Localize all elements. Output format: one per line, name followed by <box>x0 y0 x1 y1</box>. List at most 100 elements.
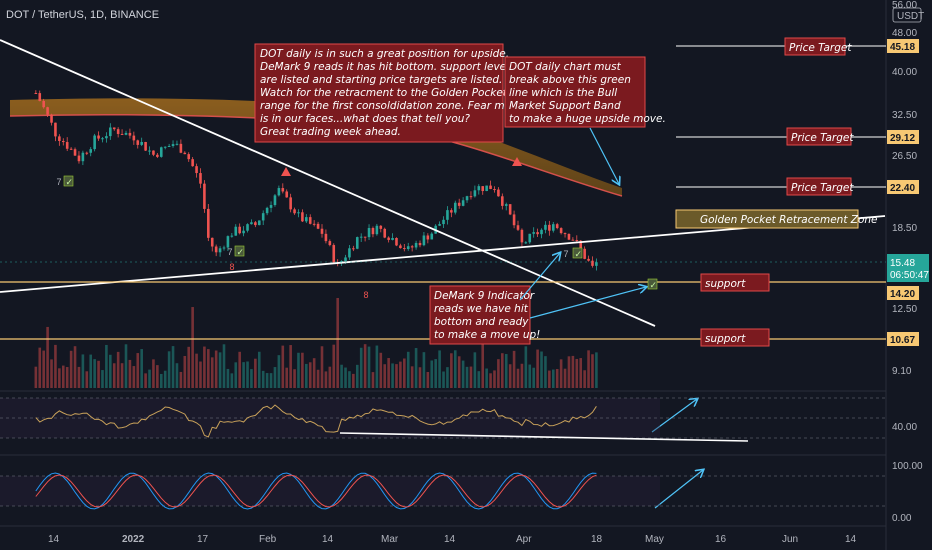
volume-bar <box>387 358 390 388</box>
candle-body <box>344 257 347 262</box>
candle-body <box>504 204 508 206</box>
axis-value-tag: 29.12 <box>887 130 919 144</box>
volume-bar <box>58 368 61 388</box>
volume-bar <box>159 373 163 388</box>
volume-bar <box>105 344 108 388</box>
volume-bar <box>324 371 328 388</box>
volume-bar <box>548 370 551 388</box>
volume-bar <box>320 346 324 388</box>
volume-bar <box>124 344 128 388</box>
support-tag[interactable]: support <box>700 328 770 347</box>
candle-body <box>81 152 85 162</box>
axis-value-tag: 45.18 <box>887 39 919 53</box>
main-analysis-note[interactable]: DOT daily is in such a great position fo… <box>254 43 527 143</box>
volume-bar <box>591 354 594 388</box>
candle-body <box>430 233 434 240</box>
x-tick-label: Feb <box>259 534 277 545</box>
candle-body <box>183 152 187 155</box>
svg-text:45.18: 45.18 <box>890 42 915 53</box>
volume-bar <box>277 355 281 388</box>
demark-note[interactable]: DeMark 9 Indicator reads we have hit bot… <box>429 285 540 345</box>
volume-bar <box>234 362 238 388</box>
volume-bar <box>89 354 93 388</box>
candle-body <box>230 235 234 237</box>
stoch-rsi-pane[interactable] <box>0 472 886 510</box>
demark-count-label: ✓ <box>650 280 658 290</box>
volume-bar <box>473 352 477 388</box>
golden-pocket-zone[interactable] <box>675 209 859 229</box>
price-axis[interactable]: 48.00 40.00 32.50 26.50 18.50 12.50 9.10… <box>892 28 923 524</box>
candle-body <box>363 236 367 238</box>
volume-bar <box>77 366 81 388</box>
volume-bar <box>254 358 257 388</box>
candle-body <box>406 246 410 250</box>
candle-body <box>257 220 261 226</box>
svg-text:06:50:47: 06:50:47 <box>890 270 929 281</box>
volume-bar <box>230 373 234 388</box>
volume-bar <box>567 356 571 388</box>
x-tick-label: 14 <box>322 534 334 545</box>
volume-bar <box>559 359 563 388</box>
volume-bar <box>152 359 155 388</box>
volume-bar <box>195 353 198 388</box>
volume-bar <box>109 354 112 388</box>
candle-body <box>497 189 500 197</box>
volume-bar <box>116 351 120 388</box>
candle-body <box>285 191 289 198</box>
candle-body <box>305 217 308 222</box>
volume-bar <box>477 371 481 388</box>
candle-body <box>289 197 292 210</box>
candle-body <box>116 129 120 134</box>
candle-body <box>450 210 453 213</box>
volume-bar <box>422 352 426 388</box>
y-tick-label: 26.50 <box>892 151 917 162</box>
candle-body <box>254 222 257 226</box>
candle-body <box>297 212 300 214</box>
price-target-tag[interactable]: Price Target <box>786 177 854 196</box>
x-tick-label: 18 <box>591 534 603 545</box>
volume-bar <box>587 350 590 388</box>
y-tick-label: 48.00 <box>892 28 917 39</box>
svg-text:22.40: 22.40 <box>890 183 915 194</box>
volume-bar <box>281 345 285 388</box>
candle-body <box>332 245 336 263</box>
y-tick-label: 9.10 <box>892 366 912 377</box>
price-target-tag[interactable]: Price Target <box>784 37 852 56</box>
candle-body <box>250 222 253 225</box>
volume-bar <box>297 352 300 388</box>
volume-bar <box>250 369 253 388</box>
volume-bar <box>226 368 230 388</box>
candle-body <box>97 135 100 139</box>
demark-count-label: 7 <box>564 249 569 259</box>
volume-bar <box>218 352 222 388</box>
price-target-tag[interactable]: Price Target <box>786 127 854 146</box>
bull-band-note[interactable]: DOT daily chart must break above this gr… <box>504 56 666 128</box>
time-axis[interactable]: 14 2022 17 Feb 14 Mar 14 Apr 18 May 16 J… <box>48 534 857 545</box>
candle-body <box>387 237 390 240</box>
volume-bar <box>301 352 304 388</box>
volume-bar <box>532 367 535 388</box>
volume-bar <box>355 364 359 388</box>
volume-bar <box>246 361 249 388</box>
volume-bar <box>340 364 343 388</box>
candle-body <box>58 136 61 141</box>
x-tick-label: 14 <box>48 534 60 545</box>
volume-bar <box>516 368 520 388</box>
volume-bar <box>191 307 194 388</box>
volume-bar <box>81 354 85 388</box>
volume-bar <box>446 367 449 388</box>
currency-badge[interactable]: USDT <box>892 7 924 23</box>
candle-body <box>308 217 312 224</box>
rsi-pane[interactable] <box>0 397 886 442</box>
candle-body <box>485 185 488 192</box>
volume-bar <box>328 366 332 388</box>
candle-body <box>238 226 241 234</box>
candle-body <box>571 239 575 241</box>
candle-body <box>203 183 206 209</box>
support-tag[interactable]: support <box>700 273 770 292</box>
candle-body <box>163 146 167 148</box>
candle-body <box>508 204 512 215</box>
candle-body <box>579 240 583 249</box>
volume-bar <box>199 361 202 388</box>
